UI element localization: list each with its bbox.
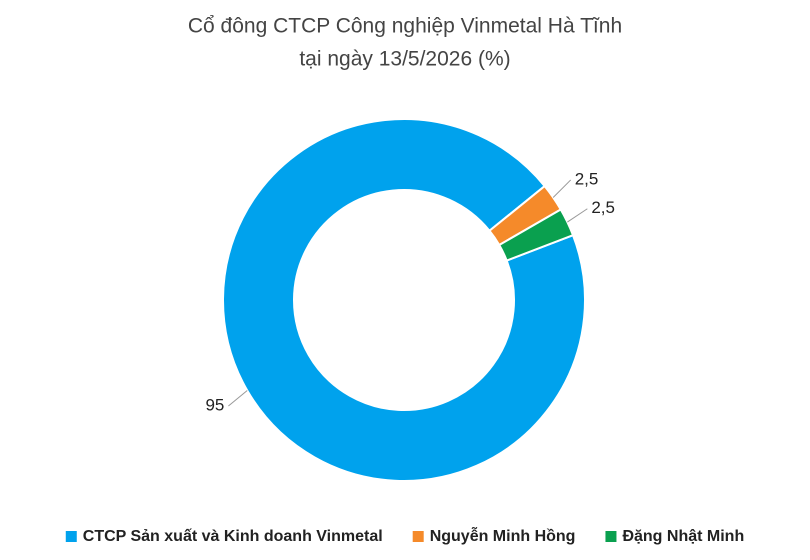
leader-line: [228, 390, 248, 407]
legend-swatch: [412, 531, 424, 542]
data-label: 2,5: [575, 169, 599, 188]
chart-title: tại ngày 13/5/2026 (%): [299, 48, 510, 71]
legend-swatch: [65, 531, 77, 542]
slice: [222, 118, 586, 482]
slice: [497, 208, 575, 262]
data-label: 2,5: [591, 198, 615, 217]
legend-label: Nguyễn Minh Hồng: [430, 526, 576, 545]
chart-title: Cổ đông CTCP Công nghiệp Vinmetal Hà Tĩn…: [188, 15, 622, 38]
legend-swatch: [605, 531, 617, 542]
data-label: 95: [205, 395, 224, 414]
leader-line: [567, 208, 588, 223]
legend-label: Đặng Nhật Minh: [622, 528, 744, 545]
legend-label: CTCP Sản xuất và Kinh doanh Vinmetal: [83, 528, 383, 545]
leader-line: [552, 179, 572, 198]
